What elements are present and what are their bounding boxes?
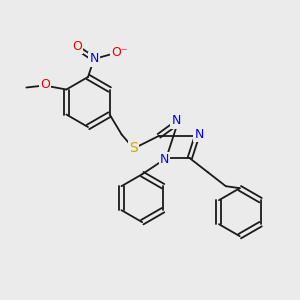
Text: N: N (171, 115, 181, 128)
Text: S: S (129, 142, 138, 155)
Text: N: N (194, 128, 204, 141)
Text: O: O (72, 40, 82, 52)
Text: N: N (160, 153, 169, 166)
Text: N: N (89, 52, 99, 65)
Text: O: O (40, 78, 50, 91)
Text: O⁻: O⁻ (111, 46, 127, 59)
